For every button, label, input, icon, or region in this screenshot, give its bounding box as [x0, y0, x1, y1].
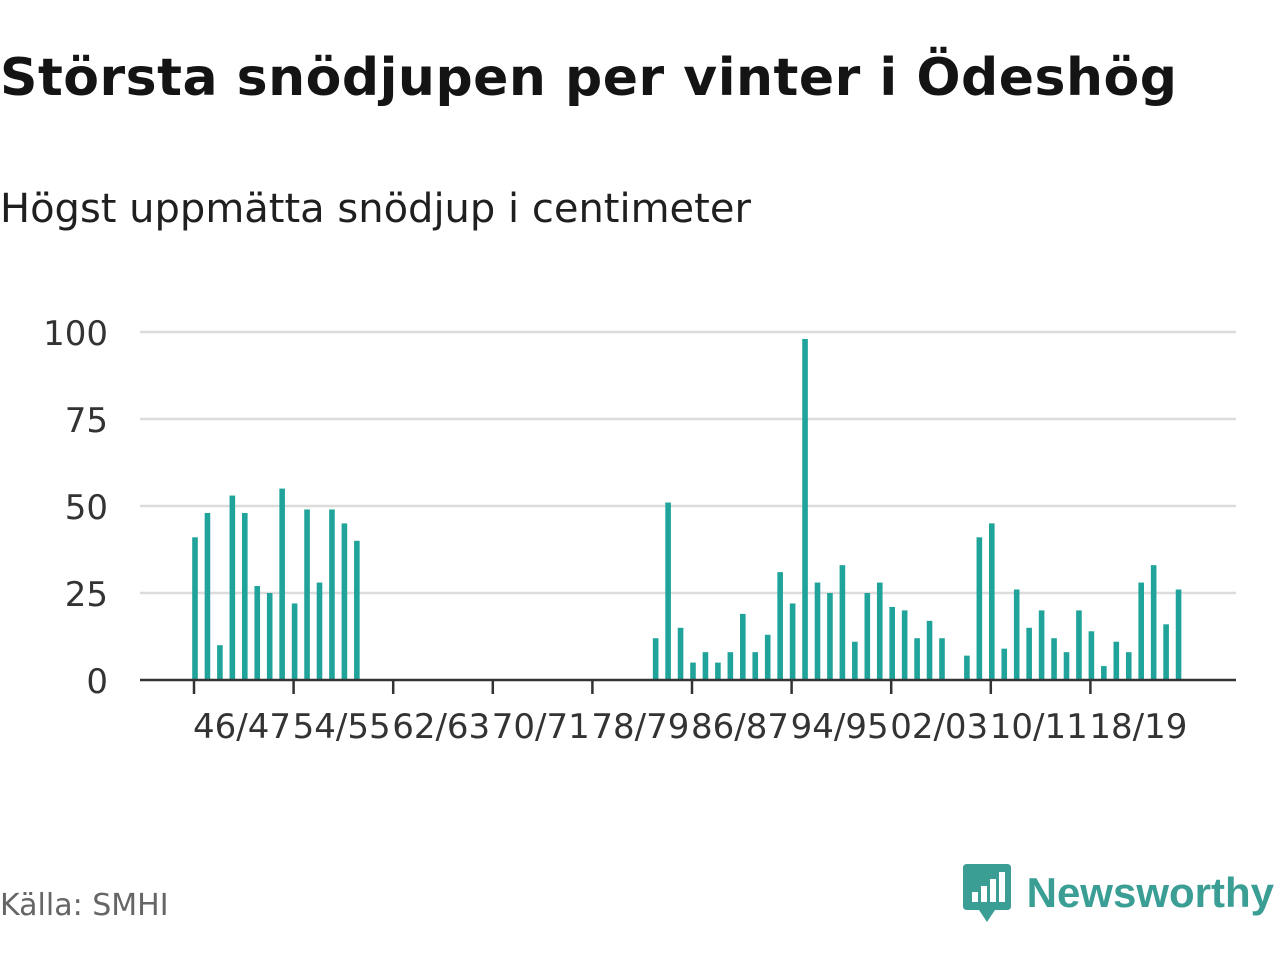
bar-01/02: [876, 582, 883, 680]
bar-84/85: [665, 502, 671, 680]
source-label: Källa: SMHI: [0, 888, 169, 923]
bar-20/21: [1113, 641, 1120, 680]
bar-13/14: [1026, 627, 1032, 680]
bar-52/53: [266, 593, 273, 680]
bar-99/00: [852, 641, 858, 680]
bar-53/54: [279, 488, 285, 680]
bar-87/88: [702, 652, 709, 680]
bar-92/93: [764, 634, 771, 680]
bar-86/87: [690, 662, 696, 680]
bar-88/89: [715, 662, 721, 680]
bar-94/95: [789, 603, 796, 680]
bar-21/22: [1125, 652, 1132, 680]
bar-11/12: [1001, 648, 1008, 680]
bar-23/24: [1150, 565, 1157, 680]
bar-58/59: [341, 523, 348, 680]
bar-47/48: [204, 512, 211, 680]
bar-12/13: [1013, 589, 1020, 680]
bar-14/15: [1038, 610, 1045, 680]
x-tick-label: 10/11: [990, 707, 1088, 747]
bar-55/56: [304, 509, 310, 680]
y-tick-label: 50: [65, 488, 108, 528]
x-tick-label: 70/71: [492, 707, 590, 747]
bar-24/25: [1163, 624, 1169, 680]
brand-name: Newsworthy: [1026, 869, 1274, 916]
bar-59/60: [354, 540, 360, 680]
bar-09/10: [976, 537, 983, 680]
bar-98/99: [839, 565, 846, 680]
bar-19/20: [1101, 666, 1107, 680]
bar-54/55: [291, 603, 298, 680]
bar-95/96: [802, 338, 808, 680]
bar-91/92: [752, 652, 759, 680]
bar-18/19: [1088, 631, 1095, 680]
x-tick-label: 62/63: [392, 707, 490, 747]
x-tick-label: 46/47: [193, 707, 291, 747]
bar-96/97: [814, 582, 821, 680]
bar-04/05: [914, 638, 920, 680]
bar-22/23: [1138, 582, 1144, 680]
x-tick-label: 02/03: [890, 707, 988, 747]
bar-46/47: [192, 537, 198, 680]
y-tick-label: 0: [86, 662, 108, 702]
bar-48/49: [217, 645, 223, 680]
y-tick-label: 25: [65, 575, 108, 615]
bar-89/90: [727, 652, 734, 680]
x-tick-label: 94/95: [791, 707, 889, 747]
bar-50/51: [242, 512, 248, 680]
bar-49/50: [229, 495, 236, 680]
bar-10/11: [989, 523, 995, 680]
bar-17/18: [1076, 610, 1082, 680]
chart-title: Största snödjupen per vinter i Ödeshög: [0, 48, 1178, 108]
bar-05/06: [926, 620, 933, 680]
x-tick-label: 86/87: [691, 707, 789, 747]
x-tick-label: 18/19: [1089, 707, 1187, 747]
bar-57/58: [329, 509, 335, 680]
bar-51/52: [254, 586, 261, 680]
bar-08/09: [964, 655, 970, 680]
bar-06/07: [939, 638, 945, 680]
bar-16/17: [1063, 652, 1070, 680]
bar-97/98: [827, 593, 833, 680]
y-tick-label: 100: [43, 314, 108, 354]
bar-15/16: [1051, 638, 1057, 680]
bar-00/01: [864, 593, 871, 680]
bar-02/03: [889, 606, 895, 680]
y-tick-label: 75: [65, 401, 108, 441]
bar-93/94: [777, 572, 783, 680]
bar-chart: 0 25 50 75 100 46/47 54/55 62/63 70/71 78/79 86/87…: [43, 314, 1236, 747]
newsworthy-brand[interactable]: Newsworthy: [961, 862, 1274, 924]
chart-subtitle: Högst uppmätta snödjup i centimeter: [0, 186, 751, 232]
x-tick-label: 54/55: [293, 707, 391, 747]
bar-90/91: [740, 613, 746, 680]
bar-83/84: [652, 638, 659, 680]
newsworthy-logo-icon: [962, 864, 1011, 922]
x-tick-label: 78/79: [591, 707, 689, 747]
bar-03/04: [901, 610, 908, 680]
bar-undefined: [1175, 589, 1182, 680]
bar-56/57: [316, 582, 323, 680]
bar-85/86: [677, 627, 684, 680]
